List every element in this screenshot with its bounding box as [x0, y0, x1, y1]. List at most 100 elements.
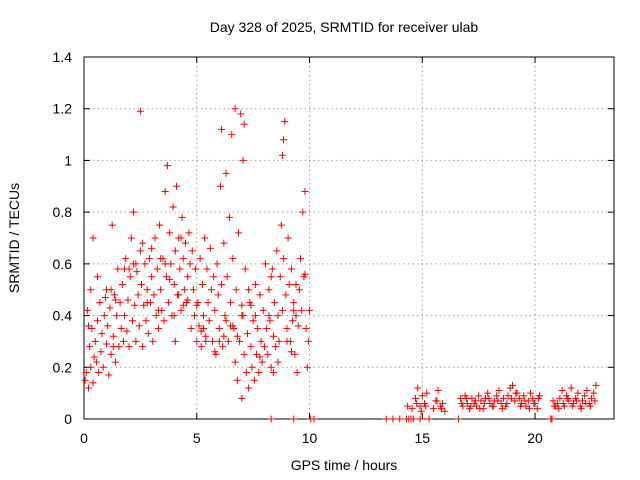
data-point	[559, 399, 567, 407]
data-point	[256, 353, 264, 361]
data-point	[94, 317, 102, 325]
y-tick-label: 1	[64, 152, 72, 168]
chart-title: Day 328 of 2025, SRMTID for receiver ula…	[210, 19, 479, 35]
data-point	[458, 399, 466, 407]
data-point	[109, 332, 117, 340]
data-point	[269, 368, 277, 376]
data-point	[107, 350, 115, 358]
data-point	[306, 306, 314, 314]
data-point	[282, 291, 290, 299]
data-point	[139, 343, 147, 351]
data-point	[485, 394, 493, 402]
data-point	[86, 343, 94, 351]
data-point	[128, 317, 136, 325]
data-point	[215, 325, 223, 332]
data-point	[225, 213, 233, 221]
data-point	[139, 239, 147, 247]
data-point	[112, 358, 120, 366]
data-point	[249, 317, 257, 325]
y-tick-label: 1.4	[53, 49, 73, 65]
data-point	[222, 169, 230, 177]
data-point	[170, 312, 178, 320]
y-tick-label: 0.2	[53, 359, 73, 375]
data-point	[104, 322, 112, 330]
data-point	[550, 402, 558, 410]
data-point	[220, 332, 228, 340]
data-point	[256, 291, 264, 299]
data-point	[148, 244, 156, 252]
x-tick-label: 15	[415, 430, 431, 446]
data-point	[149, 337, 157, 345]
data-point	[389, 415, 397, 423]
data-point	[186, 260, 194, 268]
data-point	[433, 397, 441, 405]
axis-ticks	[83, 56, 614, 420]
data-point	[222, 317, 230, 325]
data-point	[144, 330, 152, 338]
data-point	[583, 387, 591, 395]
data-point	[89, 234, 97, 242]
data-point	[123, 327, 131, 335]
data-point	[245, 286, 253, 294]
data-point	[106, 304, 114, 312]
data-point	[118, 281, 126, 289]
data-point	[189, 286, 197, 294]
data-point	[283, 337, 291, 345]
data-point	[564, 394, 572, 402]
data-point	[103, 340, 111, 348]
data-point	[154, 306, 162, 314]
data-point	[287, 348, 295, 356]
data-point	[188, 247, 196, 255]
y-tick-label: 0.8	[53, 204, 73, 220]
data-point	[121, 312, 129, 320]
data-point	[301, 187, 309, 195]
data-point	[132, 337, 140, 345]
data-point	[206, 244, 214, 252]
data-point	[216, 182, 224, 190]
data-point	[285, 281, 293, 289]
data-point	[287, 265, 295, 273]
data-point	[515, 394, 523, 402]
data-point	[236, 337, 244, 345]
data-point	[176, 265, 184, 273]
y-tick-label: 0.4	[53, 308, 73, 324]
data-point	[247, 343, 255, 351]
data-point	[418, 392, 426, 400]
data-point	[267, 273, 275, 281]
data-point	[272, 343, 280, 351]
data-point	[299, 208, 307, 216]
data-point	[292, 281, 300, 289]
data-point	[196, 255, 204, 263]
data-point	[265, 312, 273, 320]
plot-frame	[83, 56, 615, 420]
data-point	[273, 247, 281, 255]
data-point	[258, 358, 266, 366]
data-point	[227, 299, 235, 307]
data-point	[198, 281, 206, 289]
data-point	[240, 120, 248, 128]
data-point	[294, 322, 302, 330]
data-point	[143, 299, 151, 307]
data-point	[509, 381, 517, 389]
data-point	[573, 397, 581, 405]
data-point	[555, 405, 563, 413]
data-point	[267, 363, 275, 371]
data-point	[239, 156, 247, 164]
data-point	[117, 325, 125, 332]
data-point	[281, 118, 289, 126]
data-point	[267, 415, 275, 423]
data-point	[202, 337, 210, 345]
data-point	[110, 291, 118, 299]
data-point	[193, 337, 201, 345]
data-point	[135, 322, 143, 330]
data-point	[122, 255, 130, 263]
data-point	[184, 296, 192, 304]
data-point	[467, 402, 475, 410]
data-point	[310, 415, 318, 423]
data-point	[567, 384, 575, 392]
y-tick-label: 1.2	[53, 101, 73, 117]
data-point	[271, 299, 279, 307]
data-point	[145, 255, 153, 263]
data-point	[277, 221, 285, 229]
